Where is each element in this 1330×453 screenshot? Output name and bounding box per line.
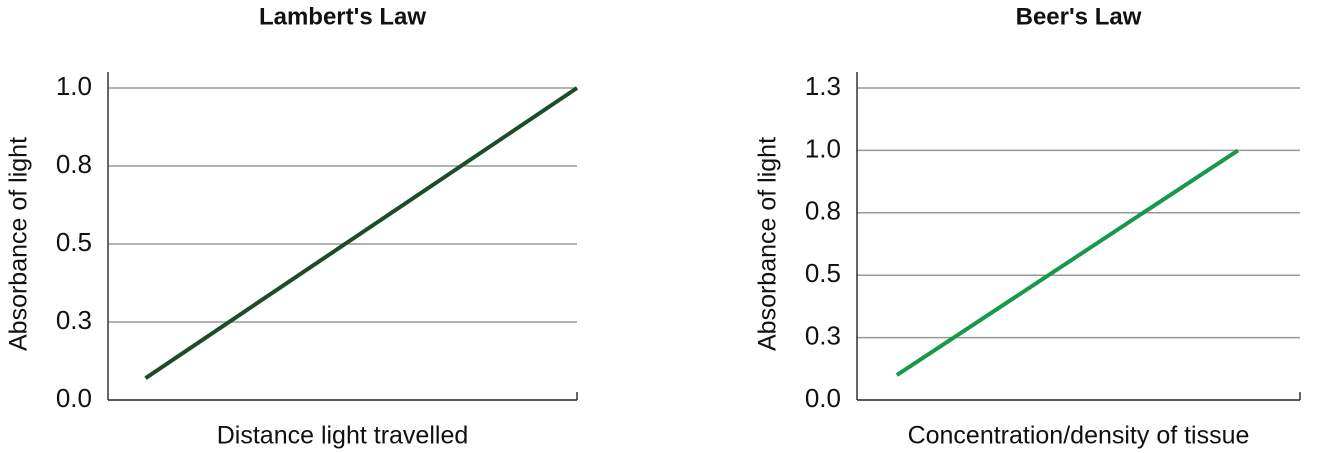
x-axis-label: Concentration/density of tissue <box>908 422 1250 450</box>
y-tick-label: 0.0 <box>56 383 92 413</box>
y-tick-label: 0.8 <box>56 149 92 179</box>
y-tick-label: 0.8 <box>805 196 841 226</box>
chart-title: Lambert's Law <box>259 3 426 30</box>
x-axis-label: Distance light travelled <box>217 422 469 450</box>
y-tick-label: 1.3 <box>805 71 841 101</box>
y-tick-label: 0.3 <box>56 305 92 335</box>
chart-title: Beer's Law <box>1016 3 1142 30</box>
y-tick-label: 0.3 <box>805 320 841 350</box>
data-line <box>895 148 1240 377</box>
y-tick-label: 1.0 <box>56 71 92 101</box>
y-tick-label: 0.5 <box>56 227 92 257</box>
y-tick-label: 0.5 <box>805 258 841 288</box>
y-tick-label: 1.0 <box>805 133 841 163</box>
y-axis-label: Absorbance of light <box>754 137 782 351</box>
data-line <box>144 86 579 380</box>
y-axis-label: Absorbance of light <box>5 137 33 351</box>
y-tick-label: 0.0 <box>805 383 841 413</box>
